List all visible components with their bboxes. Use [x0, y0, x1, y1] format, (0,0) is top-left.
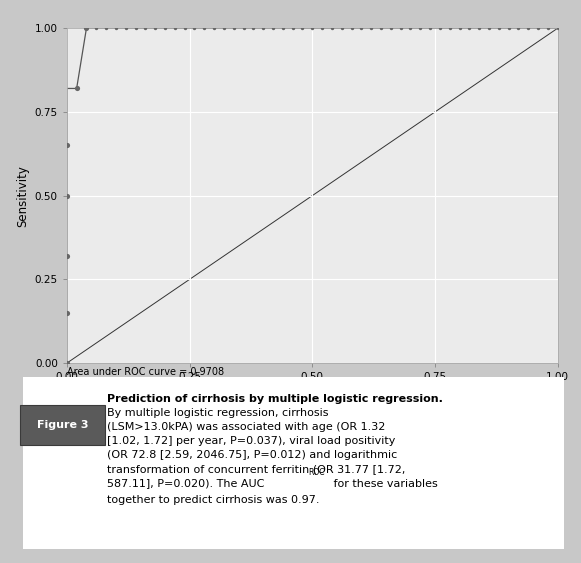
Text: Figure 3: Figure 3 — [37, 420, 88, 430]
Point — [396, 24, 406, 33]
Point — [200, 24, 209, 33]
Text: [1.02, 1.72] per year, P=0.037), viral load positivity: [1.02, 1.72] per year, P=0.037), viral l… — [107, 436, 396, 446]
Text: (OR 72.8 [2.59, 2046.75], P=0.012) and logarithmic: (OR 72.8 [2.59, 2046.75], P=0.012) and l… — [107, 450, 398, 461]
Text: together to predict cirrhosis was 0.97.: together to predict cirrhosis was 0.97. — [107, 495, 320, 506]
Text: (LSM>13.0kPA) was associated with age (OR 1.32: (LSM>13.0kPA) was associated with age (O… — [107, 422, 386, 432]
Point — [455, 24, 464, 33]
Point — [445, 24, 454, 33]
Y-axis label: Sensitivity: Sensitivity — [16, 165, 29, 226]
Point — [141, 24, 150, 33]
Point — [131, 24, 140, 33]
Point — [475, 24, 484, 33]
Text: 587.11], P=0.020). The AUC: 587.11], P=0.020). The AUC — [107, 479, 265, 489]
Text: By multiple logistic regression, cirrhosis: By multiple logistic regression, cirrhos… — [107, 408, 329, 418]
Point — [435, 24, 444, 33]
Point — [180, 24, 189, 33]
Point — [514, 24, 523, 33]
Text: Area under ROC curve = 0.9708: Area under ROC curve = 0.9708 — [67, 367, 224, 377]
Point — [337, 24, 346, 33]
Point — [249, 24, 258, 33]
Point — [219, 24, 228, 33]
Point — [62, 191, 71, 200]
Text: for these variables: for these variables — [330, 479, 437, 489]
Point — [533, 24, 543, 33]
Point — [357, 24, 366, 33]
Point — [494, 24, 504, 33]
Point — [553, 24, 562, 33]
Point — [62, 252, 71, 261]
Point — [278, 24, 288, 33]
Point — [386, 24, 396, 33]
Point — [543, 24, 553, 33]
Point — [72, 84, 81, 93]
Point — [92, 24, 101, 33]
Point — [82, 24, 91, 33]
Point — [376, 24, 386, 33]
Point — [150, 24, 160, 33]
Point — [259, 24, 268, 33]
Point — [308, 24, 317, 33]
Point — [170, 24, 180, 33]
Point — [465, 24, 474, 33]
Point — [239, 24, 248, 33]
Text: ROC: ROC — [308, 468, 324, 477]
Point — [229, 24, 238, 33]
Point — [190, 24, 199, 33]
Point — [523, 24, 533, 33]
Point — [160, 24, 170, 33]
Point — [82, 24, 91, 33]
Point — [62, 359, 71, 368]
Point — [406, 24, 415, 33]
Text: Prediction of cirrhosis by multiple logistic regression.: Prediction of cirrhosis by multiple logi… — [107, 394, 443, 404]
Point — [415, 24, 425, 33]
Point — [62, 309, 71, 318]
Point — [209, 24, 218, 33]
Text: transformation of concurrent ferritin (OR 31.77 [1.72,: transformation of concurrent ferritin (O… — [107, 464, 406, 475]
Point — [298, 24, 307, 33]
Point — [121, 24, 130, 33]
Point — [288, 24, 297, 33]
Point — [62, 141, 71, 150]
Point — [268, 24, 278, 33]
Point — [112, 24, 121, 33]
Point — [504, 24, 514, 33]
Point — [425, 24, 435, 33]
Point — [347, 24, 356, 33]
Point — [102, 24, 111, 33]
Point — [327, 24, 336, 33]
Point — [367, 24, 376, 33]
Point — [317, 24, 327, 33]
Point — [485, 24, 494, 33]
X-axis label: 1 - Specificity: 1 - Specificity — [272, 388, 353, 401]
